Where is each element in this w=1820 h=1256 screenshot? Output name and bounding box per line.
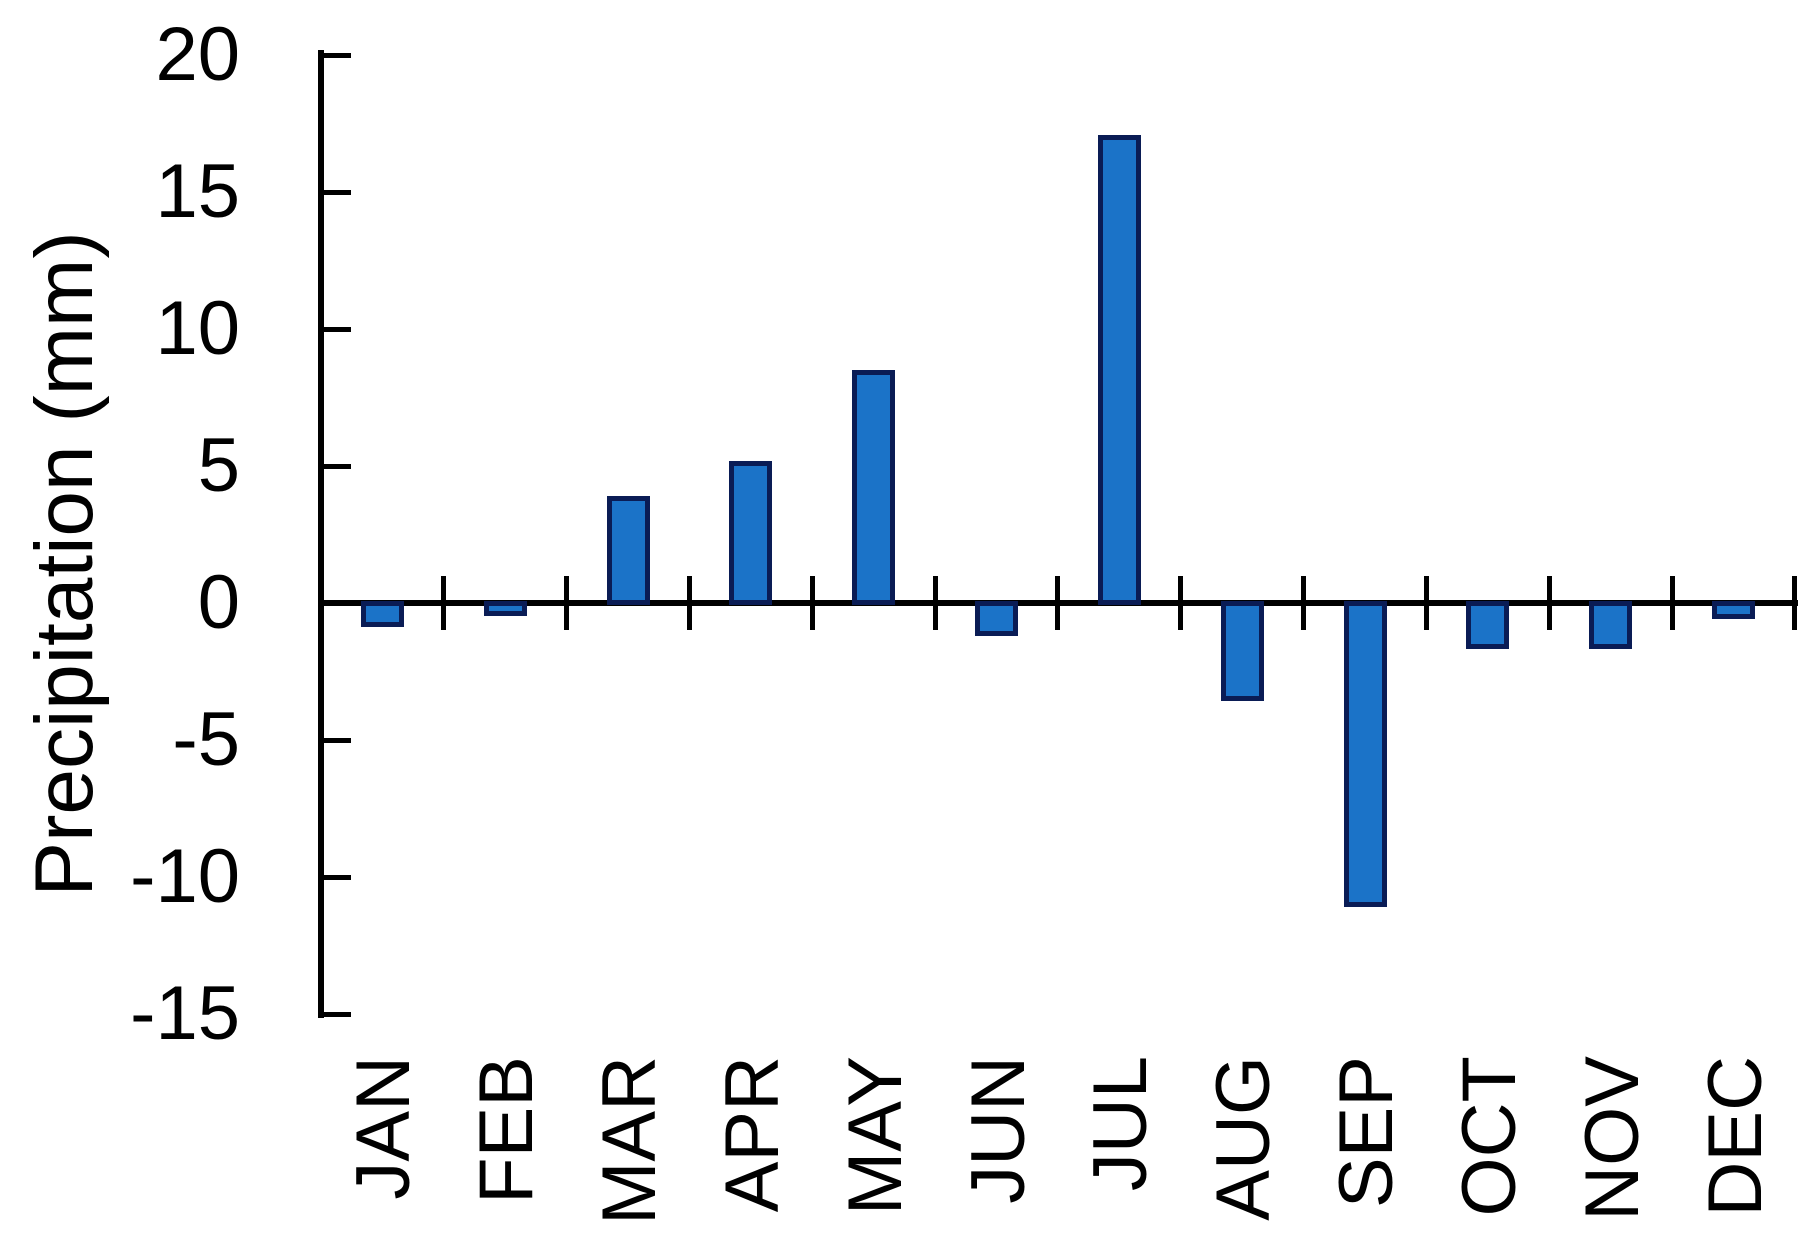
y-tick-label--15: -15 [130,971,240,1056]
bar-nov [1589,600,1633,650]
bar-feb [483,600,527,617]
x-boundary-tick-10 [1546,576,1552,630]
y-tick-label--5: -5 [172,697,240,782]
x-tick-label-jan: JAN [341,1056,427,1200]
y-tick-5 [323,463,351,469]
x-boundary-tick-12 [1792,576,1798,630]
x-boundary-tick-6 [1055,576,1061,630]
y-tick--10 [323,874,351,880]
x-boundary-tick-7 [1178,576,1184,630]
bar-jan [360,600,404,628]
x-tick-label-nov: NOV [1569,1056,1655,1221]
bar-dec [1712,600,1756,620]
x-boundary-tick-11 [1669,576,1675,630]
x-boundary-tick-2 [564,576,570,630]
bar-mar [606,496,650,606]
bar-aug [1220,600,1264,702]
y-tick-label-0: 0 [197,560,240,645]
x-boundary-tick-5 [932,576,938,630]
x-tick-label-jul: JUL [1078,1056,1164,1192]
x-boundary-tick-4 [809,576,815,630]
y-tick--5 [323,737,351,743]
y-axis-line [318,50,324,1018]
x-boundary-tick-1 [441,576,447,630]
x-tick-label-mar: MAR [587,1056,673,1225]
y-tick-15 [323,189,351,195]
x-tick-label-sep: SEP [1324,1056,1410,1209]
x-boundary-tick-8 [1301,576,1307,630]
bar-oct [1466,600,1510,650]
y-tick-label-10: 10 [155,286,240,371]
y-tick-label--10: -10 [130,834,240,919]
y-tick-20 [323,52,351,58]
y-tick-label-5: 5 [197,423,240,508]
x-tick-label-apr: APR [709,1056,795,1213]
x-boundary-tick-0 [318,576,324,630]
x-tick-label-oct: OCT [1446,1056,1532,1217]
x-tick-label-aug: AUG [1201,1056,1287,1221]
y-tick-10 [323,326,351,332]
bar-jul [1097,134,1141,606]
bar-sep [1343,600,1387,907]
x-tick-label-feb: FEB [464,1056,550,1204]
x-boundary-tick-9 [1423,576,1429,630]
x-tick-label-dec: DEC [1692,1056,1778,1217]
y-tick--15 [323,1011,351,1017]
x-tick-label-may: MAY [832,1056,918,1216]
bar-jun [975,600,1019,636]
bar-may [852,370,896,606]
x-tick-label-jun: JUN [955,1056,1041,1204]
x-boundary-tick-3 [686,576,692,630]
y-tick-0 [323,600,351,606]
y-tick-label-15: 15 [155,149,240,234]
y-tick-label-20: 20 [155,12,240,97]
bar-apr [729,460,773,606]
